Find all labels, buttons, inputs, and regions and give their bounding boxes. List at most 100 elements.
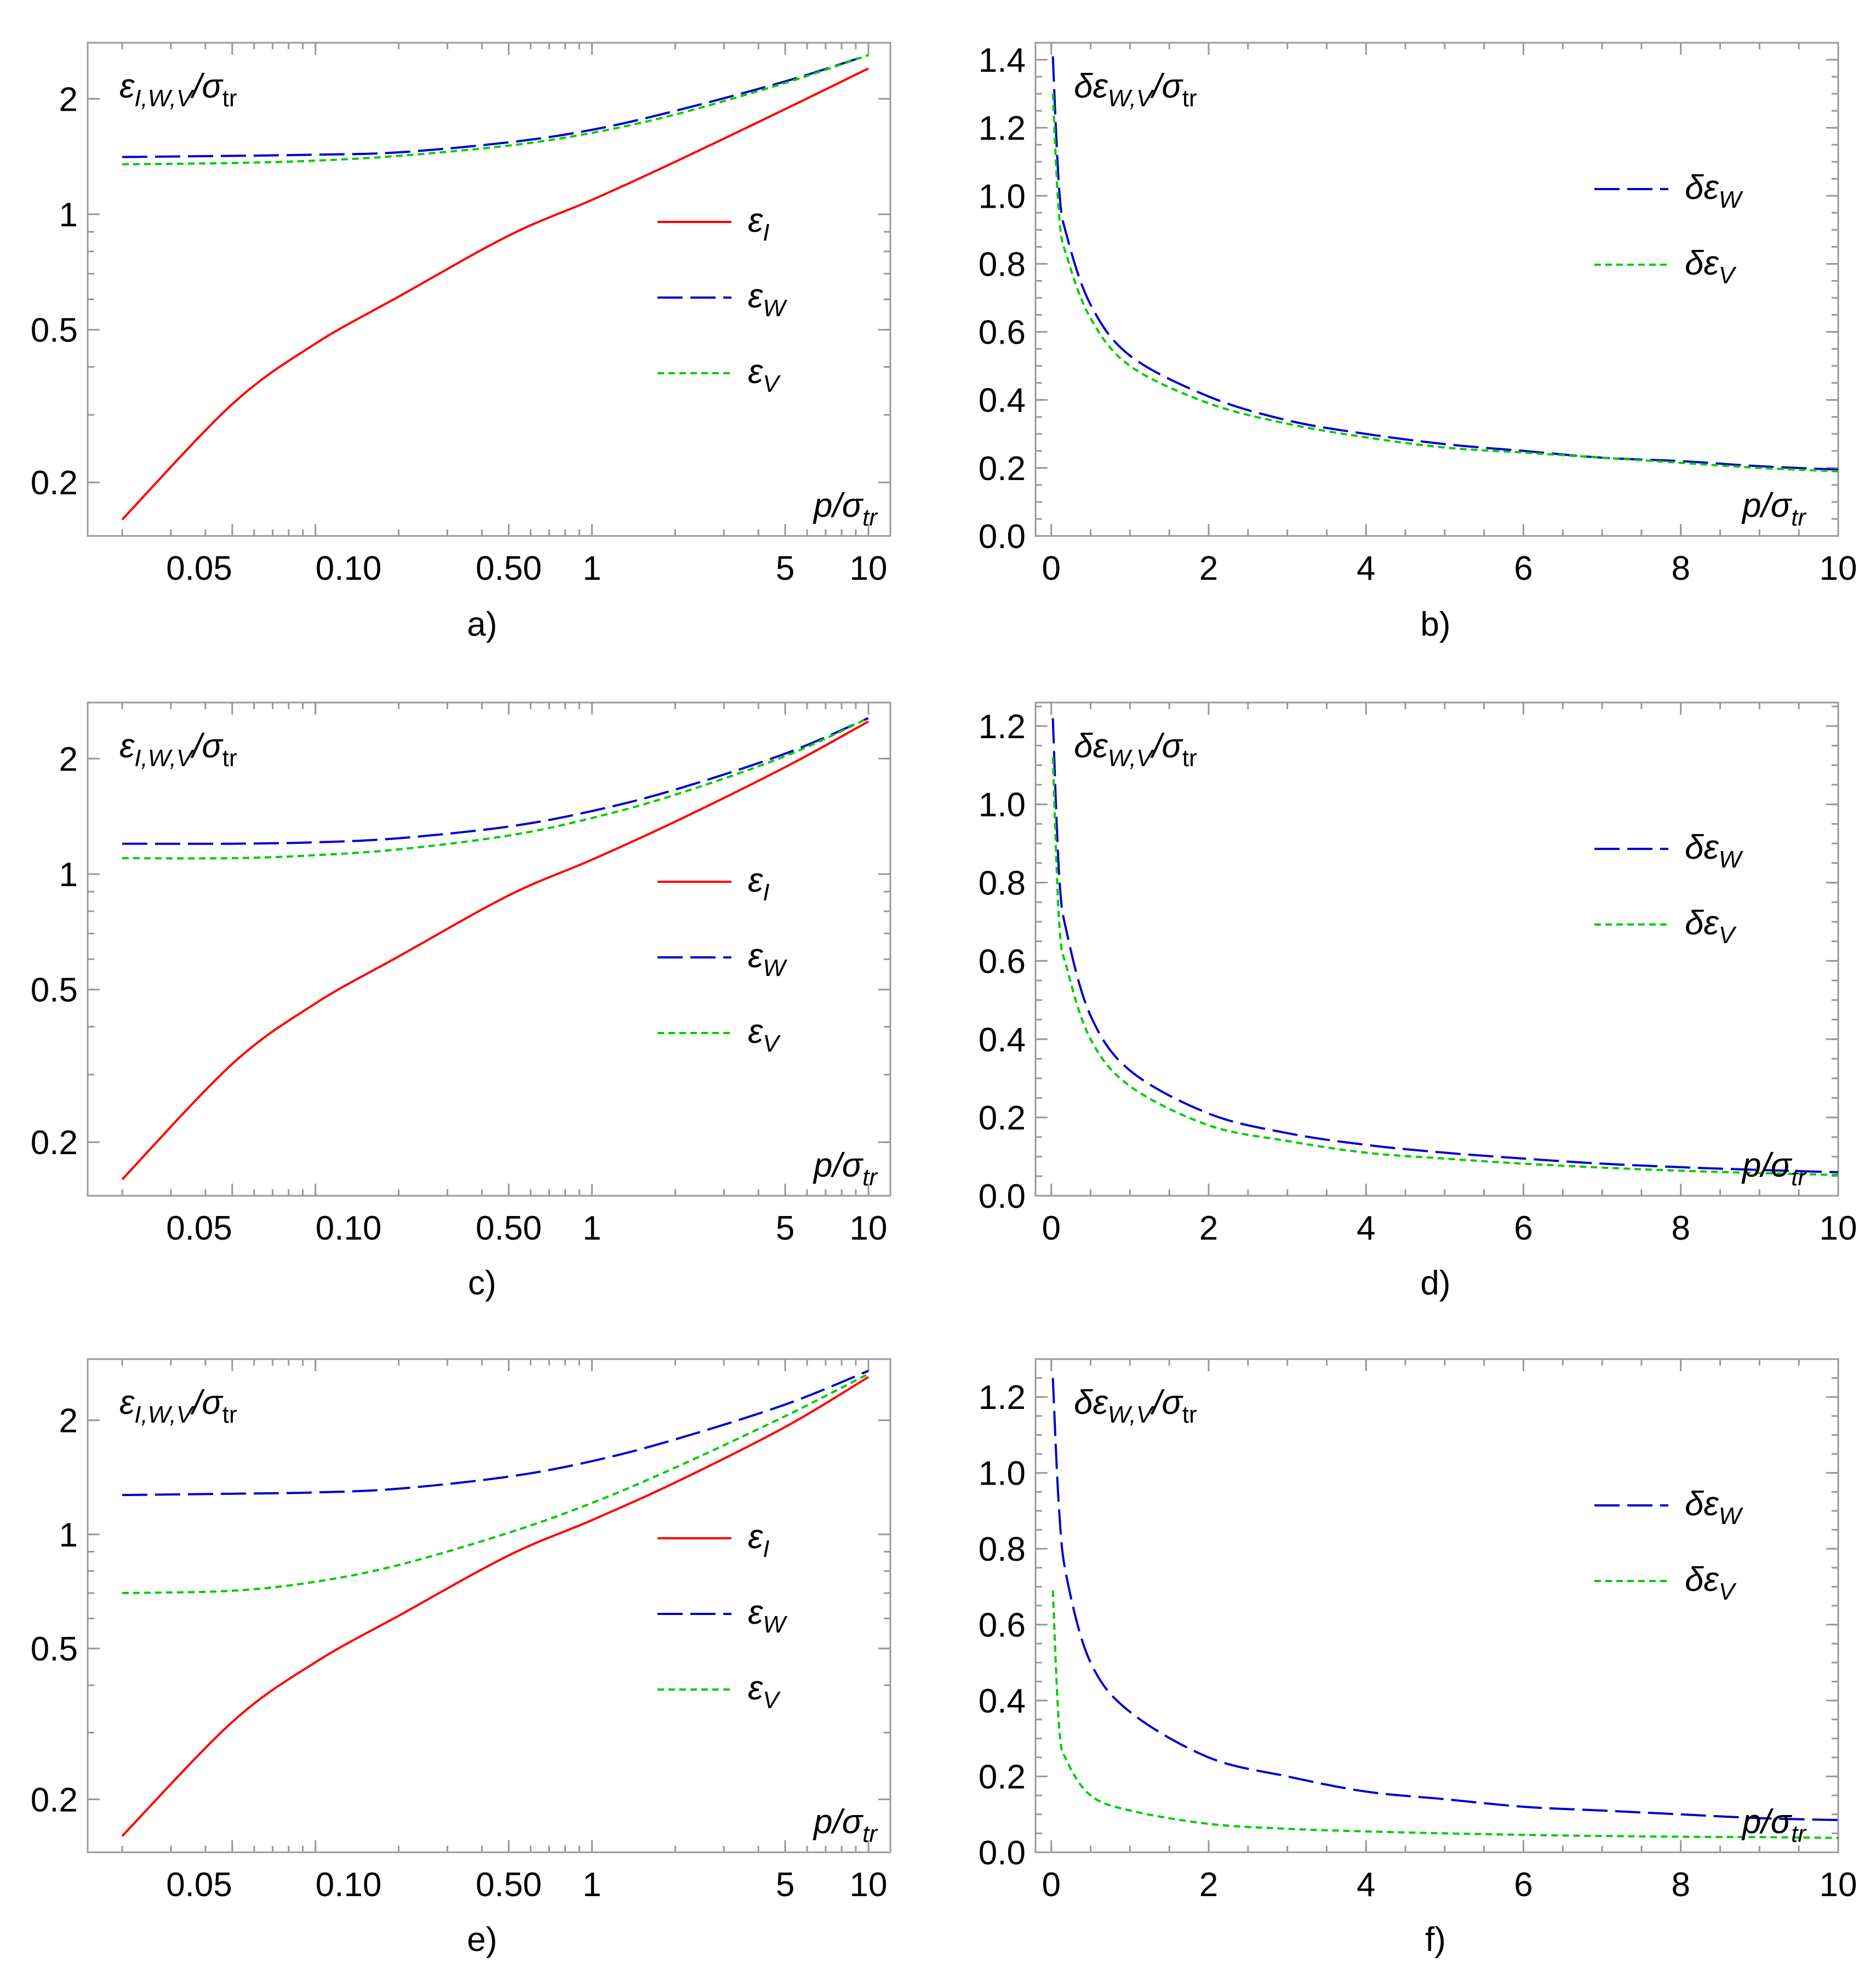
- legend-label: δεW: [1685, 1485, 1743, 1530]
- x-tick-label: 0.10: [316, 1866, 382, 1904]
- panel-d: 0 2 4 6 8 10 0.0 0.2 0.4 0.6 0.8 1.0 1.2 δεW,V/σtr p/σ…: [979, 701, 1857, 1302]
- panel-caption: e): [467, 1921, 497, 1959]
- legend: δεW δεV: [1594, 169, 1743, 289]
- x-tick-label: 5: [776, 1866, 794, 1904]
- y-tick-label: 0.4: [979, 382, 1026, 420]
- minor-ticks: [1036, 1358, 1839, 1853]
- x-tick-label: 10: [850, 550, 888, 587]
- x-tick-label: 6: [1514, 1866, 1532, 1904]
- y-tick-label: 0.8: [979, 246, 1026, 283]
- series-line-w: [1051, 56, 1838, 471]
- y-axis-title: εI,W,V/σtr: [119, 67, 237, 112]
- y-tick-label: 0.2: [979, 1759, 1026, 1796]
- x-tick-label: 0: [1042, 1866, 1060, 1904]
- y-tick-label: 0.0: [979, 518, 1026, 556]
- series-line-i: [121, 67, 869, 521]
- plot-frame: [1034, 42, 1839, 537]
- panel-a: 0.05 0.10 0.50 1 5 10 0.2 0.5 1 2 εI,W,V/σtr p/σtr ε…: [31, 42, 891, 643]
- legend-label: εW: [748, 1594, 787, 1638]
- y-tick-label: 0.4: [979, 1021, 1026, 1059]
- y-tick-label: 1: [59, 1516, 78, 1554]
- y-tick-label: 1: [59, 856, 78, 894]
- legend: εI εW εV: [657, 861, 787, 1057]
- y-tick-label: 0.8: [979, 1531, 1026, 1568]
- x-tick-label: 0.05: [166, 550, 232, 587]
- series-line-v: [1051, 93, 1838, 473]
- panel-caption: a): [467, 606, 497, 643]
- y-tick-label: 0.5: [31, 312, 78, 350]
- series-group: [121, 1369, 870, 1837]
- y-tick-label: 0.2: [979, 450, 1026, 488]
- y-tick-label: 1.0: [979, 178, 1026, 215]
- y-tick-label: 0.6: [979, 943, 1026, 980]
- y-axis-title: δεW,V/σtr: [1074, 727, 1197, 772]
- x-tick-label: 1: [582, 550, 601, 587]
- legend-label: εW: [748, 277, 787, 322]
- x-tick-label: 5: [776, 1209, 794, 1247]
- legend-label: δεV: [1685, 1561, 1737, 1605]
- y-tick-label: 1.0: [979, 1455, 1026, 1493]
- y-tick-label: 0.8: [979, 865, 1026, 903]
- x-tick-label: 2: [1199, 550, 1218, 587]
- series-group: [1051, 56, 1838, 473]
- x-tick-label: 2: [1199, 1209, 1218, 1247]
- minor-ticks: [1036, 42, 1839, 537]
- x-axis-title: p/σtr: [1741, 1146, 1807, 1191]
- x-tick-label: 0.05: [166, 1866, 232, 1904]
- series-line-w: [122, 717, 869, 845]
- x-tick-label: 5: [776, 550, 794, 587]
- x-tick-label: 0.10: [316, 550, 382, 587]
- x-tick-label: 0.05: [166, 1209, 232, 1247]
- x-axis-title: p/σtr: [813, 487, 878, 531]
- x-tick-label: 4: [1357, 1866, 1375, 1904]
- series-line-v: [122, 717, 869, 860]
- x-tick-label: 8: [1672, 550, 1690, 587]
- y-tick-label: 2: [59, 81, 78, 118]
- legend-label: εV: [748, 353, 781, 397]
- y-tick-label: 0.4: [979, 1682, 1026, 1720]
- x-tick-label: 1: [582, 1866, 601, 1904]
- panel-caption: d): [1420, 1264, 1450, 1302]
- plot-frame: [87, 1358, 891, 1853]
- plot-frame: [1034, 1358, 1839, 1853]
- y-tick-label: 0.5: [31, 1630, 78, 1668]
- x-tick-label: 4: [1357, 1209, 1375, 1247]
- x-tick-label: 10: [1820, 1209, 1857, 1247]
- panel-f: 0 2 4 6 8 10 0.0 0.2 0.4 0.6 0.8 1.0 1.2 δεW,V/σtr p/σ…: [979, 1358, 1857, 1959]
- panel-caption: f): [1425, 1921, 1446, 1959]
- series-line-i: [121, 1376, 870, 1837]
- panel-b: 0 2 4 6 8 10 0.0 0.2 0.4 0.6 0.8 1.0 1.2 1.4 δεW,V/σtr…: [979, 42, 1857, 643]
- minor-ticks: [88, 1359, 890, 1852]
- legend: δεW δεV: [1594, 1485, 1743, 1605]
- x-tick-label: 6: [1514, 1209, 1532, 1247]
- x-tick-label: 0: [1042, 1209, 1060, 1247]
- y-tick-label: 1.2: [979, 110, 1026, 147]
- y-tick-label: 0.2: [31, 1781, 78, 1819]
- x-axis-title: p/σtr: [1741, 487, 1807, 531]
- series-line-w: [122, 1369, 869, 1497]
- y-axis-title: εI,W,V/σtr: [119, 1384, 237, 1428]
- y-tick-label: 1.4: [979, 42, 1026, 79]
- legend-label: δεV: [1685, 904, 1737, 949]
- y-axis-title: δεW,V/σtr: [1074, 67, 1197, 112]
- plot-frame: [87, 701, 891, 1197]
- panel-e: 0.05 0.10 0.50 1 5 10 0.2 0.5 1 2 εI,W,V/σtr p/σtr ε…: [31, 1358, 891, 1959]
- y-tick-label: 0.6: [979, 1607, 1026, 1645]
- series-line-w: [1051, 1378, 1838, 1822]
- y-tick-label: 0.0: [979, 1834, 1026, 1872]
- y-tick-label: 0.0: [979, 1178, 1026, 1215]
- y-axis-title: εI,W,V/σtr: [119, 727, 237, 772]
- x-tick-label: 8: [1672, 1209, 1690, 1247]
- x-tick-label: 2: [1199, 1866, 1218, 1904]
- series-line-v: [1051, 757, 1838, 1177]
- y-tick-label: 0.2: [31, 464, 78, 502]
- y-tick-label: 1.2: [979, 708, 1026, 746]
- legend-label: εV: [748, 1013, 781, 1057]
- legend-label: εI: [748, 202, 769, 246]
- y-tick-label: 2: [59, 740, 78, 778]
- x-tick-label: 0.50: [476, 550, 542, 587]
- panel-caption: b): [1420, 606, 1450, 643]
- y-axis-title: δεW,V/σtr: [1074, 1384, 1197, 1428]
- y-tick-label: 1: [59, 196, 78, 234]
- x-tick-label: 10: [850, 1866, 888, 1904]
